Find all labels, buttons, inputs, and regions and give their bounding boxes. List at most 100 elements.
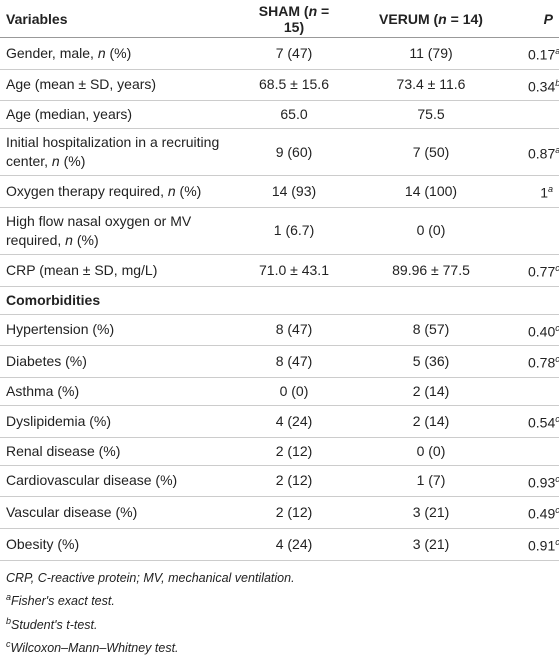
table-row: Renal disease (%) 2 (12) 0 (0) [0, 437, 559, 466]
text: Diabetes (%) [6, 353, 87, 370]
p-value: 0.93 [528, 474, 556, 491]
p-cell: 0.77c [522, 254, 559, 287]
text: Oxygen therapy required, [6, 183, 168, 200]
p-cell [522, 207, 559, 255]
header-cell: VERUM (n = 14) [340, 0, 522, 38]
table-row: High flow nasal oxygen or MV required, n… [0, 207, 559, 255]
text: (%) [175, 183, 202, 200]
text: Initial hospitalization in a recruiting … [6, 134, 220, 170]
p-note: c [555, 505, 559, 515]
italic-text: n [65, 231, 73, 248]
footnote: CRP, C-reactive protein; MV, mechanical … [6, 569, 553, 589]
footnote: cWilcoxon–Mann–Whitney test. [6, 635, 553, 659]
verum-cell: 8 (57) [340, 314, 522, 347]
italic-text: n [438, 10, 447, 27]
label-cell: Oxygen therapy required, n (%) [0, 175, 248, 208]
sham-cell: 4 (24) [248, 405, 340, 438]
verum-cell: 0 (0) [340, 207, 522, 255]
label-cell: Vascular disease (%) [0, 496, 248, 529]
text: Obesity (%) [6, 535, 80, 552]
verum-cell: 89.96 ± 77.5 [340, 254, 522, 287]
p-cell: 0.54c [522, 405, 559, 438]
table-row: Gender, male, n (%)7 (47)11 (79)0.17a [0, 37, 559, 70]
p-note: a [555, 46, 559, 56]
sham-cell: 1 (6.7) [248, 207, 340, 255]
table-row: Vascular disease (%)2 (12)3 (21)0.49c [0, 496, 559, 529]
sham-cell: 65.0 [248, 100, 340, 130]
verum-cell: 11 (79) [340, 37, 522, 70]
p-cell: 0.91c [522, 528, 559, 561]
footnote-text: Student's t-test. [11, 617, 98, 632]
sham-cell: 8 (47) [248, 314, 340, 347]
p-cell [522, 377, 559, 406]
text: Cardiovascular disease (%) [6, 472, 178, 489]
sham-cell: 7 (47) [248, 37, 340, 70]
table-row: Obesity (%) 4 (24)3 (21)0.91c [0, 528, 559, 561]
label-cell: Cardiovascular disease (%) [0, 465, 248, 498]
label-cell: Renal disease (%) [0, 437, 248, 466]
sham-cell: 8 (47) [248, 345, 340, 378]
text: High flow nasal oxygen or MV required, [6, 212, 192, 248]
sham-cell: 68.5 ± 15.6 [248, 69, 340, 102]
p-value: 0.77 [528, 263, 556, 280]
p-note: c [555, 323, 559, 333]
p-cell: 0.78c [522, 345, 559, 378]
italic-text: n [308, 2, 318, 19]
p-value: 0.78 [528, 354, 556, 371]
label-cell: Dyslipidemia (%) [0, 405, 248, 438]
verum-cell: 1 (7) [340, 465, 522, 498]
p-note: b [555, 78, 559, 88]
p-cell [522, 100, 559, 130]
p-note: a [547, 184, 553, 195]
label-cell: Asthma (%) [0, 377, 248, 406]
text: = 15) [283, 2, 330, 35]
text: Renal disease (%) [6, 442, 121, 459]
data-table: Variables SHAM (n = 15) VERUM (n = 14) P Ge… [0, 0, 559, 561]
p-value: 0.54 [528, 414, 556, 431]
section-title: Comorbidities [6, 291, 101, 308]
table-row: Initial hospitalization in a recruiting … [0, 128, 559, 177]
table-row: CRP (mean ± SD, mg/L) 71.0 ± 43.1 89.96 ± … [0, 254, 559, 287]
p-cell: 0.34b [522, 69, 559, 102]
verum-cell: 75.5 [340, 100, 522, 130]
p-cell: 1a [522, 175, 559, 208]
verum-cell: 14 (100) [340, 175, 522, 208]
label-cell: Obesity (%) [0, 528, 248, 561]
p-value: 0.17 [528, 46, 556, 63]
verum-cell: 3 (21) [340, 528, 522, 561]
verum-cell: 2 (14) [340, 377, 522, 406]
p-value: 0.34 [528, 78, 556, 95]
text: Hypertension (%) [6, 321, 115, 338]
p-cell: 0.17a [522, 37, 559, 70]
sham-cell: 2 (12) [248, 437, 340, 466]
sham-cell: 4 (24) [248, 528, 340, 561]
verum-cell: 0 (0) [340, 437, 522, 466]
p-cell [522, 437, 559, 466]
label-cell: CRP (mean ± SD, mg/L) [0, 254, 248, 287]
table-row: Cardiovascular disease (%) 2 (12) 1 (7) 0.9… [0, 465, 559, 498]
text: Dyslipidemia (%) [6, 412, 112, 429]
label-cell: Initial hospitalization in a recruiting … [0, 128, 248, 177]
text: (%) [105, 44, 132, 61]
verum-cell: 7 (50) [340, 128, 522, 177]
sham-cell: 9 (60) [248, 128, 340, 177]
header-cell: P [522, 0, 559, 38]
label-cell: Age (mean ± SD, years) [0, 69, 248, 102]
sham-cell: 71.0 ± 43.1 [248, 254, 340, 287]
p-value: 0.91 [528, 537, 556, 554]
p-note: c [555, 414, 559, 424]
label-cell: Gender, male, n (%) [0, 37, 248, 70]
p-value: 0.87 [528, 145, 556, 162]
footnote-text: Fisher's exact test. [11, 594, 115, 609]
table-row: Oxygen therapy required, n (%) 14 (93) 14 … [0, 175, 559, 208]
table-row: Hypertension (%)8 (47)8 (57)0.40c [0, 314, 559, 347]
p-value: 0.49 [528, 505, 556, 522]
p-cell: 0.40c [522, 314, 559, 347]
text: CRP (mean ± SD, mg/L) [6, 261, 158, 278]
text: (%) [72, 231, 99, 248]
label-cell: Age (median, years) [0, 100, 248, 130]
label-cell: Diabetes (%) [0, 345, 248, 378]
p-note: a [555, 145, 559, 155]
p-value: 0.40 [528, 323, 556, 340]
label-cell: High flow nasal oxygen or MV required, n… [0, 207, 248, 255]
